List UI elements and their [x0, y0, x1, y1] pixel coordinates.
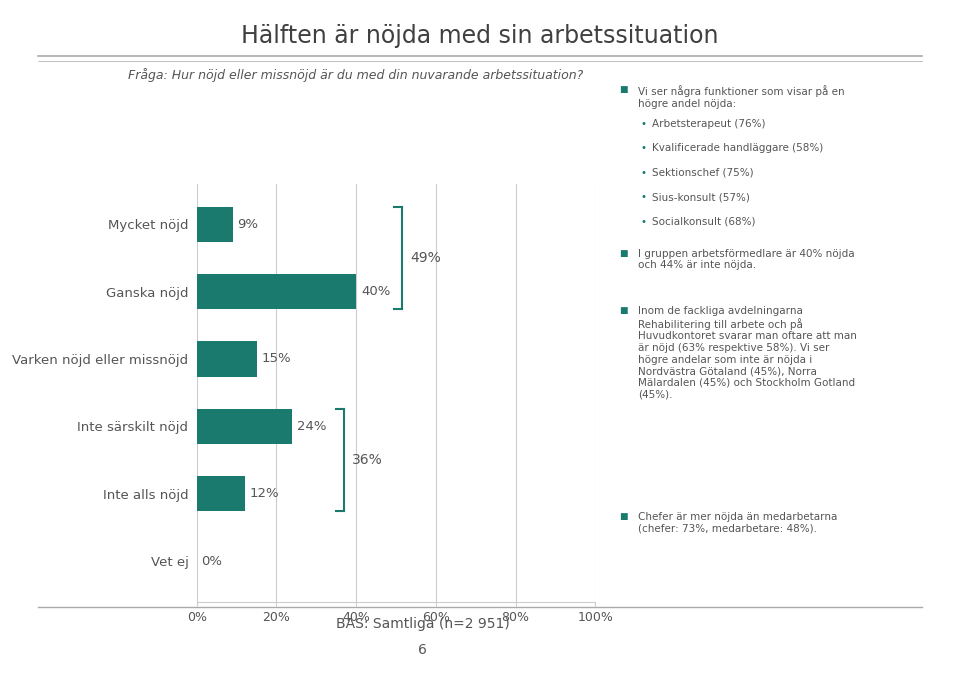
Text: 40%: 40% — [361, 285, 391, 298]
Text: ■: ■ — [619, 306, 628, 315]
Text: 49%: 49% — [410, 251, 441, 265]
Text: 24%: 24% — [298, 420, 326, 433]
Text: Arbetsterapeut (76%): Arbetsterapeut (76%) — [652, 119, 765, 129]
Text: •: • — [640, 168, 646, 178]
Text: 12%: 12% — [250, 488, 279, 500]
Text: •: • — [640, 119, 646, 129]
Text: 15%: 15% — [261, 352, 291, 365]
Text: 9%: 9% — [237, 218, 258, 231]
Bar — [197, 341, 256, 377]
Text: Kvalificerade handläggare (58%): Kvalificerade handläggare (58%) — [652, 143, 823, 154]
Text: Sektionschef (75%): Sektionschef (75%) — [652, 168, 754, 178]
Text: Inom de fackliga avdelningarna
Rehabilitering till arbete och på
Huvudkontoret s: Inom de fackliga avdelningarna Rehabilit… — [638, 306, 857, 399]
Text: Fråga: Hur nöjd eller missnöjd är du med din nuvarande arbetssituation?: Fråga: Hur nöjd eller missnöjd är du med… — [128, 68, 583, 82]
Text: Hälften är nöjda med sin arbetssituation: Hälften är nöjda med sin arbetssituation — [241, 24, 719, 48]
Bar — [197, 274, 356, 309]
Text: ■: ■ — [619, 85, 628, 94]
Text: Sius-konsult (57%): Sius-konsult (57%) — [652, 192, 750, 203]
Text: I gruppen arbetsförmedlare är 40% nöjda
och 44% är inte nöjda.: I gruppen arbetsförmedlare är 40% nöjda … — [638, 249, 855, 271]
Text: BAS: Samtliga (n=2 951): BAS: Samtliga (n=2 951) — [336, 617, 509, 632]
Text: •: • — [640, 192, 646, 203]
Text: 36%: 36% — [352, 453, 383, 467]
Text: •: • — [640, 217, 646, 227]
Text: ■: ■ — [619, 249, 628, 258]
Text: •: • — [640, 143, 646, 154]
Bar — [197, 409, 293, 444]
Text: Vi ser några funktioner som visar på en
högre andel nöjda:: Vi ser några funktioner som visar på en … — [638, 85, 845, 109]
Bar — [197, 476, 245, 511]
Text: Chefer är mer nöjda än medarbetarna
(chefer: 73%, medarbetare: 48%).: Chefer är mer nöjda än medarbetarna (che… — [638, 512, 838, 534]
Bar — [197, 207, 232, 241]
Text: Socialkonsult (68%): Socialkonsult (68%) — [652, 217, 756, 227]
Text: 6: 6 — [418, 643, 427, 657]
Text: ■: ■ — [619, 512, 628, 521]
Text: 0%: 0% — [202, 555, 223, 568]
